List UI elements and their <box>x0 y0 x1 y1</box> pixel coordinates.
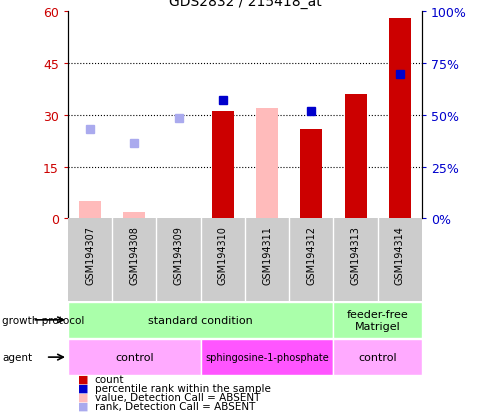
Bar <box>333 302 421 338</box>
Text: sphingosine-1-phosphate: sphingosine-1-phosphate <box>205 352 328 362</box>
Text: rank, Detection Call = ABSENT: rank, Detection Call = ABSENT <box>94 401 255 411</box>
Text: value, Detection Call = ABSENT: value, Detection Call = ABSENT <box>94 392 259 402</box>
Text: ■: ■ <box>77 392 88 402</box>
Text: ■: ■ <box>77 383 88 393</box>
Text: GSM194312: GSM194312 <box>306 225 316 285</box>
Bar <box>68 339 200 375</box>
Bar <box>333 339 421 375</box>
Bar <box>344 95 366 219</box>
Text: percentile rank within the sample: percentile rank within the sample <box>94 383 270 393</box>
Text: agent: agent <box>2 352 32 362</box>
Bar <box>68 302 333 338</box>
Text: count: count <box>94 374 124 384</box>
Bar <box>256 109 277 219</box>
Text: GSM194314: GSM194314 <box>394 225 404 284</box>
Bar <box>79 202 101 219</box>
Text: GSM194311: GSM194311 <box>261 225 272 284</box>
Text: standard condition: standard condition <box>148 315 253 325</box>
Bar <box>123 212 145 219</box>
Text: GSM194308: GSM194308 <box>129 225 139 284</box>
Bar <box>212 112 233 219</box>
Text: feeder-free
Matrigel: feeder-free Matrigel <box>346 309 408 331</box>
Text: ■: ■ <box>77 401 88 411</box>
Bar <box>388 19 410 219</box>
Text: control: control <box>115 352 153 362</box>
Text: ■: ■ <box>77 374 88 384</box>
Text: control: control <box>358 352 396 362</box>
Text: GSM194313: GSM194313 <box>350 225 360 284</box>
Bar <box>200 339 333 375</box>
Text: GSM194310: GSM194310 <box>217 225 227 284</box>
Text: GSM194307: GSM194307 <box>85 225 95 285</box>
Title: GDS2832 / 215418_at: GDS2832 / 215418_at <box>168 0 320 9</box>
Bar <box>300 129 322 219</box>
Text: growth protocol: growth protocol <box>2 315 85 325</box>
Text: GSM194309: GSM194309 <box>173 225 183 284</box>
